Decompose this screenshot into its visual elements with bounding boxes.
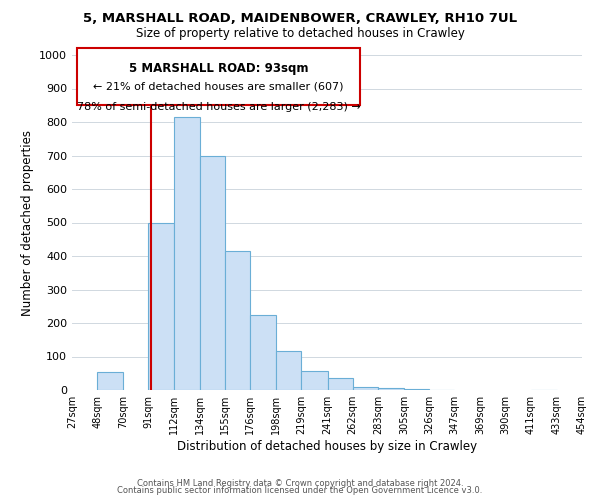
X-axis label: Distribution of detached houses by size in Crawley: Distribution of detached houses by size … <box>177 440 477 453</box>
Bar <box>250 314 276 390</box>
Text: Contains HM Land Registry data © Crown copyright and database right 2024.: Contains HM Land Registry data © Crown c… <box>137 478 463 488</box>
Bar <box>353 386 378 390</box>
Bar <box>173 117 200 390</box>
Bar <box>378 388 404 390</box>
Bar <box>200 156 225 390</box>
Text: ← 21% of detached houses are smaller (607): ← 21% of detached houses are smaller (60… <box>94 82 344 92</box>
Text: Contains public sector information licensed under the Open Government Licence v3: Contains public sector information licen… <box>118 486 482 495</box>
Text: 5 MARSHALL ROAD: 93sqm: 5 MARSHALL ROAD: 93sqm <box>129 62 308 74</box>
Bar <box>276 352 301 390</box>
Text: Size of property relative to detached houses in Crawley: Size of property relative to detached ho… <box>136 28 464 40</box>
Bar <box>301 371 328 390</box>
Bar <box>97 372 124 390</box>
FancyBboxPatch shape <box>77 48 360 106</box>
Y-axis label: Number of detached properties: Number of detached properties <box>20 130 34 316</box>
Bar <box>225 251 250 390</box>
Bar <box>328 378 353 390</box>
Text: 5, MARSHALL ROAD, MAIDENBOWER, CRAWLEY, RH10 7UL: 5, MARSHALL ROAD, MAIDENBOWER, CRAWLEY, … <box>83 12 517 26</box>
Text: 78% of semi-detached houses are larger (2,283) →: 78% of semi-detached houses are larger (… <box>77 102 361 112</box>
Bar <box>148 222 173 390</box>
